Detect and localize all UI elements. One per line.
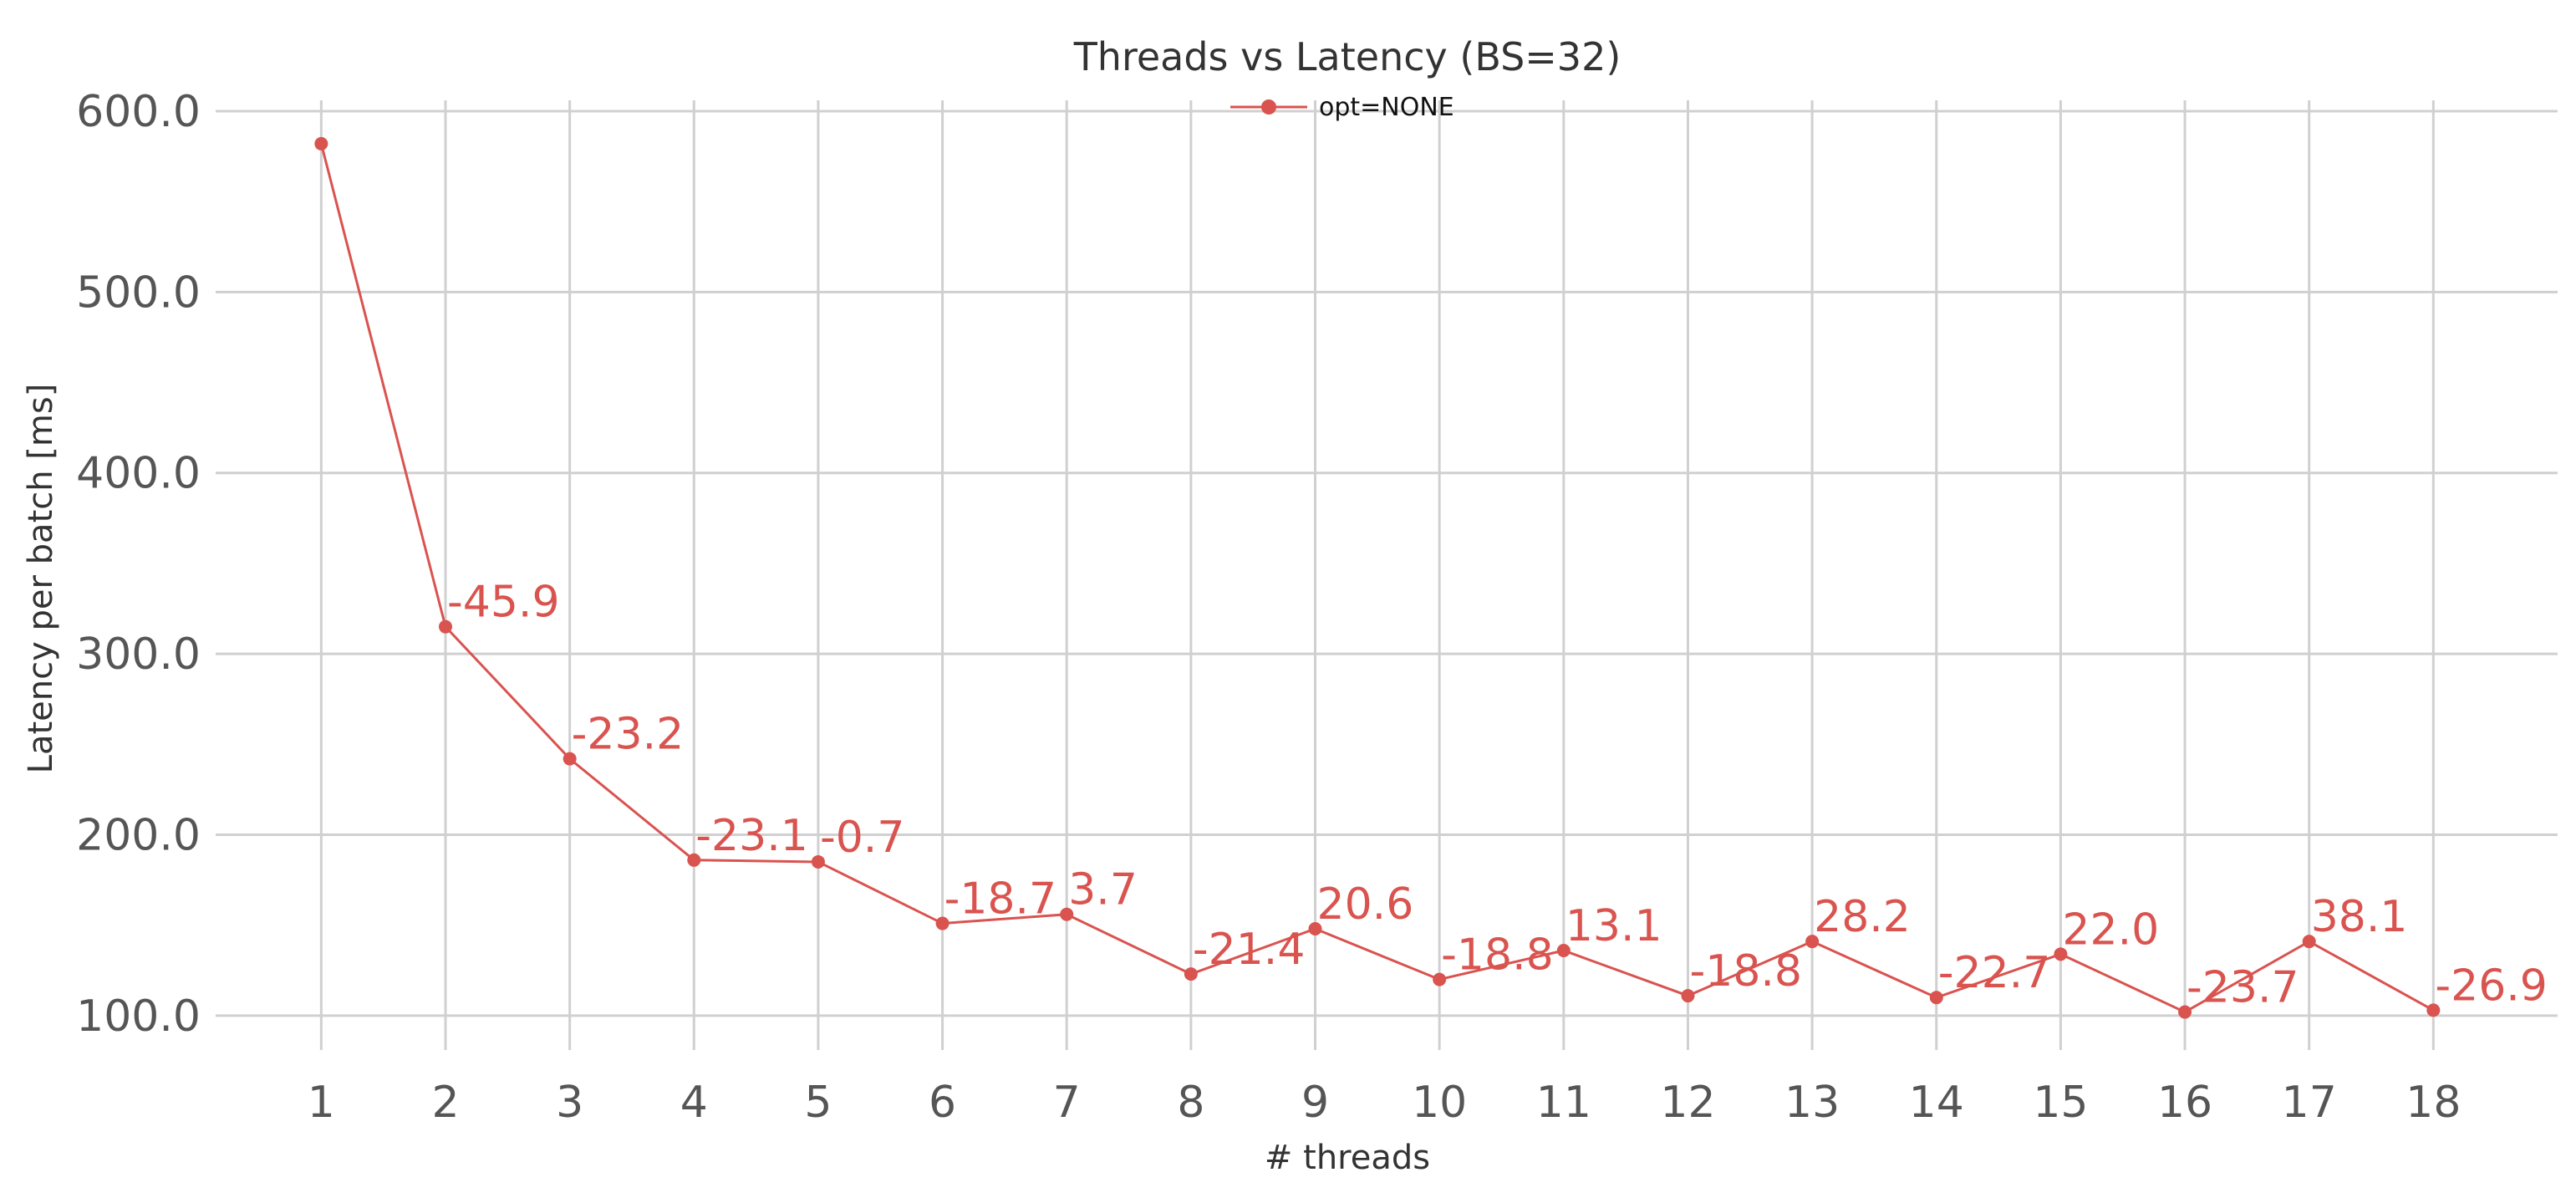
y-tick-label: 400.0 [76,449,201,499]
series-layer [314,136,2441,1019]
x-tick-label: 6 [929,1078,956,1128]
x-tick-label: 8 [1177,1078,1204,1128]
data-label: -23.2 [572,710,685,760]
data-label: 22.0 [2062,905,2159,955]
data-label: -0.7 [820,813,904,863]
chart-title: Threads vs Latency (BS=32) [1073,34,1621,79]
y-tick-label: 600.0 [76,87,201,137]
data-label: -22.7 [1938,948,2051,998]
data-point [314,136,328,150]
data-point [1184,967,1198,981]
data-label: 38.1 [2311,892,2408,942]
data-label: -26.9 [2435,961,2548,1011]
data-label: 20.6 [1317,879,1414,930]
x-tick-label: 11 [1536,1078,1591,1128]
data-point [1681,989,1695,1003]
x-axis-ticks: 1 2 3 4 5 6 7 8 9 10 11 12 13 14 15 16 17 18 [308,1078,2461,1128]
data-point [438,619,452,634]
x-tick-label: 7 [1053,1078,1081,1128]
x-tick-label: 14 [1909,1078,1964,1128]
legend-marker [1261,99,1276,115]
y-tick-label: 300.0 [76,630,201,680]
x-tick-label: 17 [2282,1078,2337,1128]
data-point [1805,935,1820,949]
x-tick-label: 18 [2405,1078,2461,1128]
x-tick-label: 15 [2033,1078,2088,1128]
data-point [935,916,949,930]
legend-label: opt=NONE [1319,93,1454,122]
data-label: -18.8 [1441,930,1554,981]
data-point [1308,922,1322,936]
data-label: 3.7 [1068,865,1138,915]
legend: opt=NONE [1230,93,1454,122]
data-label: -45.9 [447,578,560,628]
data-label: -18.7 [944,874,1057,925]
data-label: 28.2 [1814,892,1911,942]
data-point [1433,972,1447,986]
x-tick-label: 5 [804,1078,832,1128]
data-point [2054,947,2068,961]
data-label: -21.4 [1193,925,1306,975]
data-point [1929,991,1943,1005]
series-line [319,143,2435,1014]
data-point [1556,943,1571,957]
x-tick-label: 10 [1412,1078,1467,1128]
data-point [2178,1005,2192,1019]
x-tick-label: 16 [2157,1078,2212,1128]
x-tick-label: 4 [680,1078,708,1128]
data-point [811,854,825,869]
data-point [2302,935,2316,949]
y-tick-label: 100.0 [76,991,201,1042]
y-tick-label: 200.0 [76,811,201,861]
x-tick-label: 1 [308,1078,335,1128]
y-tick-label: 500.0 [76,268,201,318]
data-point [563,752,577,766]
data-label: -23.1 [695,811,808,861]
grid [216,100,2558,1050]
data-point [687,853,701,867]
data-label: -23.7 [2187,963,2299,1013]
y-axis-ticks: 100.0 200.0 300.0 400.0 500.0 600.0 [76,87,201,1042]
data-point [1060,907,1074,921]
data-labels: -45.9 -23.2 -23.1 -0.7 -18.7 3.7 -21.420.6 -18.… [447,578,2548,1013]
x-tick-label: 12 [1660,1078,1715,1128]
x-tick-label: 13 [1784,1078,1840,1128]
data-label: -18.8 [1689,946,1802,997]
data-point [2426,1003,2441,1017]
data-label: 13.1 [1565,901,1662,951]
x-tick-label: 3 [556,1078,583,1128]
x-tick-label: 2 [431,1078,459,1128]
x-axis-label: # threads [1265,1139,1430,1177]
x-tick-label: 9 [1301,1078,1329,1128]
y-axis-label: Latency per batch [ms] [22,384,60,774]
